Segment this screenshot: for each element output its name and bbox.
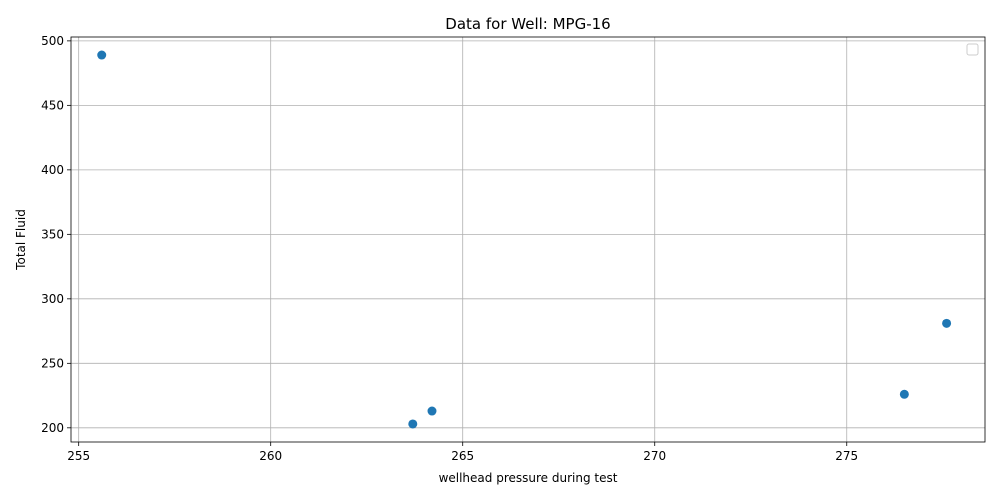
plot-frame [70, 36, 986, 443]
x-tick-label: 275 [835, 449, 858, 463]
data-point [427, 406, 437, 416]
y-tick-label: 200 [41, 421, 64, 435]
grid [71, 37, 985, 442]
chart-title: Data for Well: MPG-16 [445, 15, 610, 33]
y-tick-label: 350 [41, 227, 64, 241]
x-tick-label: 270 [643, 449, 666, 463]
y-tick-label: 300 [41, 292, 64, 306]
data-points [97, 50, 952, 429]
x-tick-label: 265 [451, 449, 474, 463]
x-tick-label: 255 [67, 449, 90, 463]
y-tick-label: 450 [41, 98, 64, 112]
data-point [899, 389, 909, 399]
data-point [408, 419, 418, 429]
x-axis-label: wellhead pressure during test [439, 471, 618, 485]
y-axis-label: Total Fluid [14, 209, 28, 271]
data-point [97, 50, 107, 60]
y-tick-label: 250 [41, 356, 64, 370]
data-point [942, 318, 952, 328]
x-tick-label: 260 [259, 449, 282, 463]
legend-box [966, 43, 979, 56]
y-tick-label: 500 [41, 34, 64, 48]
y-tick-label: 400 [41, 163, 64, 177]
axis-ticks: 255 260 265 270 275 200 250 300 350 400 450 500 [41, 34, 858, 463]
